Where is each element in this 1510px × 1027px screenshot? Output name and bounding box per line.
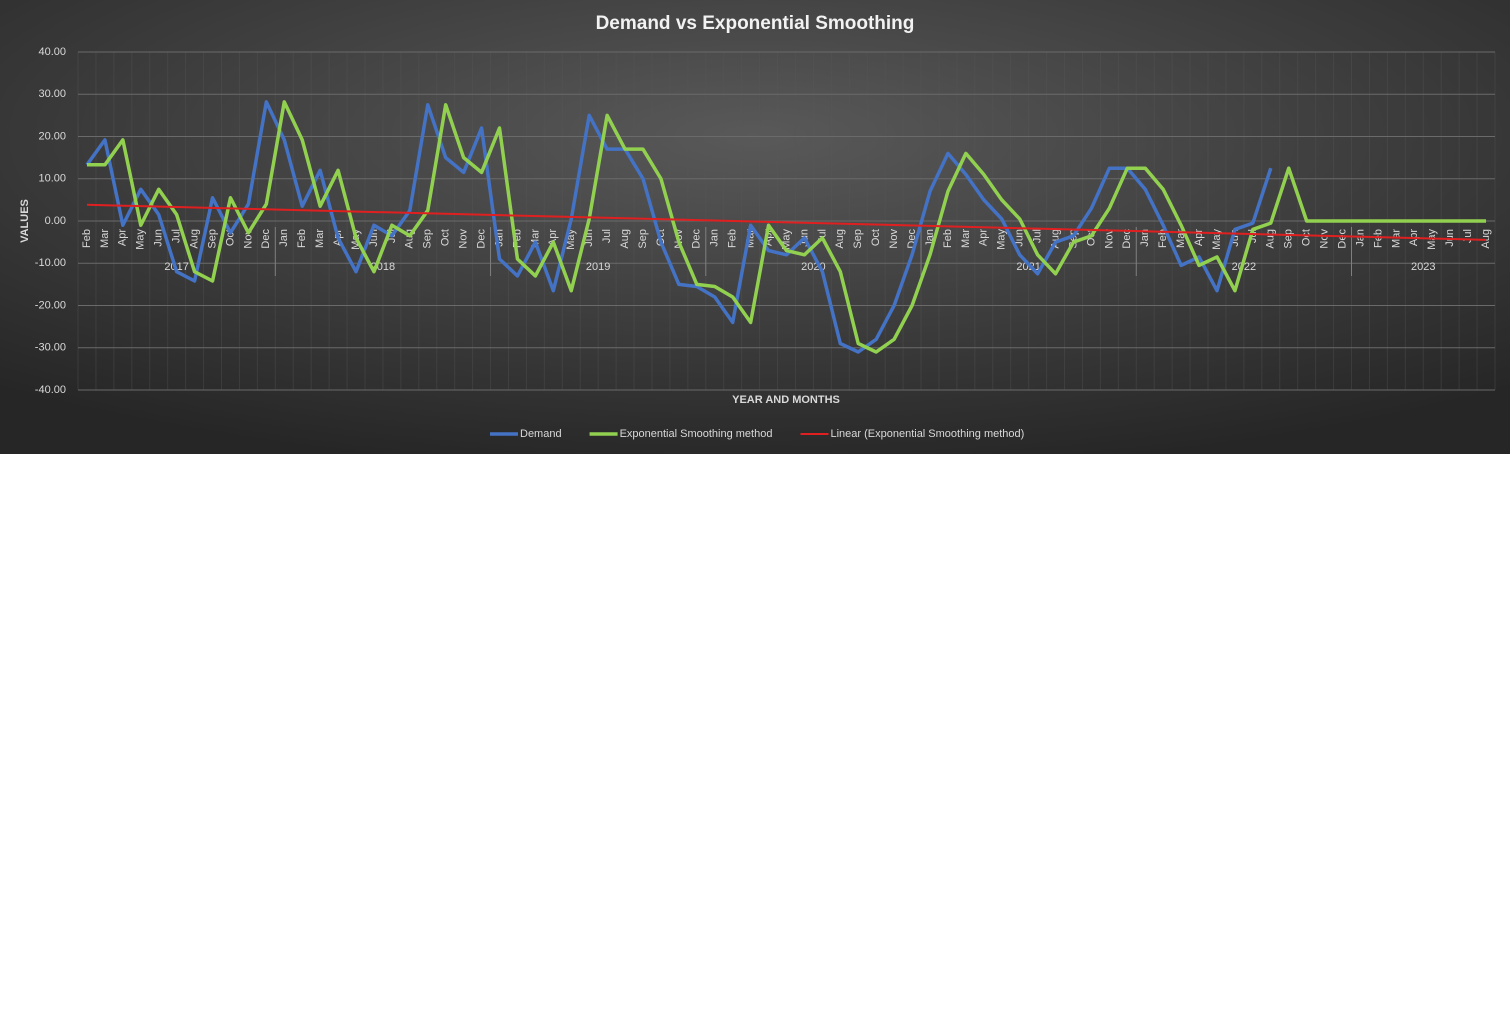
x-tick-label: Jul: [1462, 229, 1474, 243]
x-tick-label: Apr: [117, 229, 129, 246]
x-tick-label: Apr: [978, 229, 990, 246]
series-line: [85, 100, 1273, 354]
x-tick-label: Nov: [242, 229, 254, 249]
x-tick-label: Jun: [153, 229, 165, 247]
y-tick-label: 20.00: [38, 130, 66, 142]
x-axis-title: YEAR AND MONTHS: [732, 394, 840, 406]
y-tick-label: 0.00: [45, 215, 66, 227]
y-tick-label: -20.00: [35, 299, 66, 311]
x-tick-label: Apr: [1193, 229, 1205, 246]
year-label: 2023: [1411, 261, 1435, 273]
x-tick-label: Oct: [440, 229, 452, 246]
y-tick-label: -30.00: [35, 342, 66, 354]
x-tick-label: Mar: [529, 229, 541, 248]
y-axis-title: VALUES: [19, 199, 31, 243]
x-tick-label: Sep: [206, 229, 218, 249]
x-tick-label: Aug: [1480, 229, 1492, 249]
x-tick-label: Nov: [1319, 229, 1331, 249]
x-tick-label: Dec: [691, 229, 703, 249]
x-tick-label: Mar: [99, 229, 111, 248]
y-tick-label: 30.00: [38, 88, 66, 100]
year-label: 2019: [586, 261, 610, 273]
x-tick-label: Sep: [637, 229, 649, 249]
x-tick-label: Dec: [1336, 229, 1348, 249]
x-tick-label: Oct: [1301, 229, 1313, 246]
x-tick-label: Feb: [942, 229, 954, 248]
x-tick-label: Jul: [601, 229, 613, 243]
x-tick-label: Mar: [960, 229, 972, 248]
x-tick-label: Jul: [1032, 229, 1044, 243]
x-tick-label: May: [1211, 229, 1223, 250]
x-tick-label: Dec: [1121, 229, 1133, 249]
x-tick-label: Sep: [1283, 229, 1295, 249]
x-tick-label: Jan: [709, 229, 721, 247]
x-tick-label: Jan: [278, 229, 290, 247]
x-tick-label: Jun: [1014, 229, 1026, 247]
x-tick-label: Jun: [1444, 229, 1456, 247]
chart-title: Demand vs Exponential Smoothing: [596, 13, 915, 34]
y-tick-label: -10.00: [35, 257, 66, 269]
x-tick-label: Nov: [888, 229, 900, 249]
x-tick-label: Dec: [475, 229, 487, 249]
x-tick-label: May: [996, 229, 1008, 250]
x-tick-label: Apr: [547, 229, 559, 246]
x-tick-label: Feb: [727, 229, 739, 248]
x-tick-label: Nov: [1103, 229, 1115, 249]
x-tick-label: Aug: [1049, 229, 1061, 249]
x-tick-label: May: [135, 229, 147, 250]
x-tick-label: Nov: [458, 229, 470, 249]
x-tick-label: Aug: [834, 229, 846, 249]
x-tick-label: Aug: [619, 229, 631, 249]
x-tick-label: Oct: [224, 229, 236, 246]
x-tick-label: Aug: [188, 229, 200, 249]
x-tick-label: Sep: [852, 229, 864, 249]
x-tick-label: Feb: [296, 229, 308, 248]
x-tick-label: Aug: [1265, 229, 1277, 249]
x-tick-label: Sep: [422, 229, 434, 249]
y-tick-label: 40.00: [38, 46, 66, 58]
x-tick-label: Jan: [1354, 229, 1366, 247]
x-tick-label: Mar: [314, 229, 326, 248]
legend-label: Exponential Smoothing method: [620, 428, 773, 440]
y-tick-label: 10.00: [38, 173, 66, 185]
trendline: [86, 203, 1487, 241]
x-tick-label: Oct: [870, 229, 882, 246]
year-label: 2022: [1232, 261, 1256, 273]
legend-label: Linear (Exponential Smoothing method): [830, 428, 1024, 440]
x-tick-label: Feb: [1372, 229, 1384, 248]
x-tick-label: Dec: [260, 229, 272, 249]
legend-label: Demand: [520, 428, 562, 440]
x-tick-label: Feb: [81, 229, 93, 248]
series-line: [86, 100, 1487, 354]
x-tick-label: Jul: [171, 229, 183, 243]
chart: Demand vs Exponential Smoothing YEAR AND…: [0, 0, 1510, 454]
x-tick-label: Jan: [1139, 229, 1151, 247]
y-tick-label: -40.00: [35, 384, 66, 396]
